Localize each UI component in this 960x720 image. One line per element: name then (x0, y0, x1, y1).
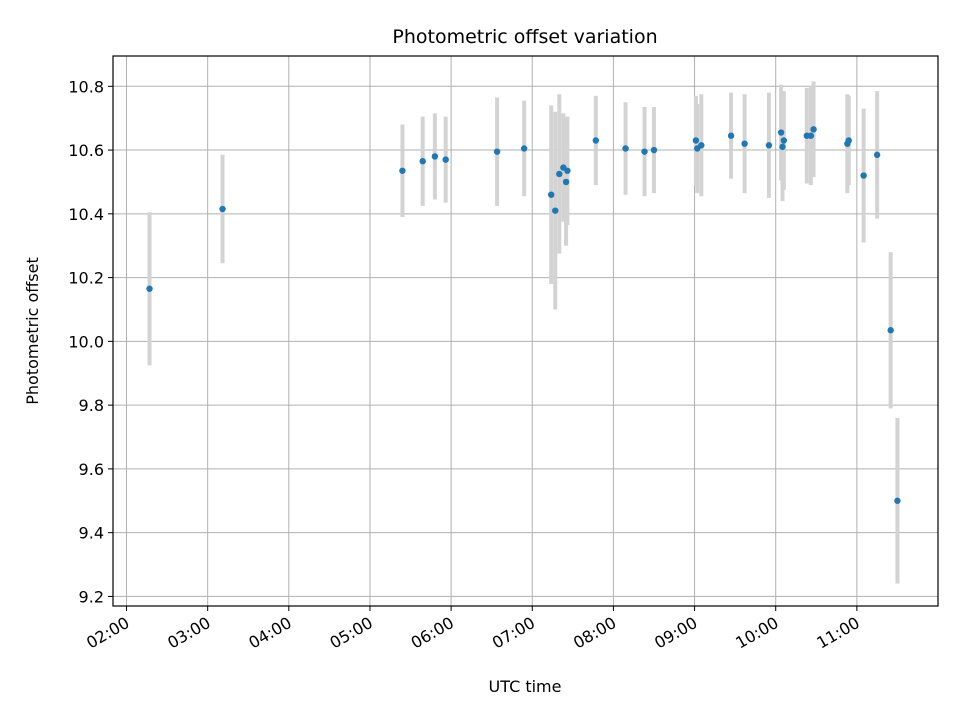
data-point (562, 178, 570, 186)
data-point (431, 153, 439, 160)
data-point (547, 191, 555, 198)
data-point (777, 129, 785, 136)
data-point (641, 148, 648, 155)
data-point (698, 142, 705, 149)
data-point (520, 145, 528, 152)
data-points (146, 126, 901, 504)
y-tick-label: 10.4 (68, 205, 104, 224)
y-axis-label: Photometric offset (23, 257, 42, 405)
y-tick-label: 9.8 (79, 396, 104, 415)
data-point (873, 151, 881, 159)
data-point (727, 132, 735, 139)
data-point (887, 327, 894, 334)
data-point (493, 148, 501, 155)
chart-title: Photometric offset variation (392, 26, 657, 48)
data-point (592, 137, 600, 144)
data-point (556, 170, 563, 178)
data-point (765, 142, 773, 149)
data-point (894, 497, 901, 504)
plot-frame (112, 55, 939, 607)
data-point (779, 143, 786, 151)
data-point (419, 158, 426, 165)
y-tick-label: 10.6 (68, 141, 104, 160)
y-tick-label: 9.4 (79, 524, 104, 543)
data-point (564, 167, 571, 174)
data-point (780, 137, 788, 144)
y-tick-label: 9.6 (79, 460, 104, 479)
data-point (741, 140, 748, 147)
y-tick-label: 10.2 (68, 269, 104, 288)
data-point (219, 205, 226, 213)
data-point (650, 146, 658, 154)
data-point (845, 137, 852, 144)
data-point (810, 126, 817, 133)
data-point (442, 156, 449, 163)
x-axis-label: UTC time (489, 677, 562, 696)
y-axis-ticks: 9.2 9.4 9.6 9.8 10.0 10.2 10.4 10.6 10.8 (68, 77, 113, 606)
y-tick-label: 10.0 (68, 332, 104, 351)
y-tick-label: 10.8 (68, 77, 104, 96)
data-point (860, 172, 867, 179)
data-point (622, 145, 629, 152)
data-point (807, 132, 815, 139)
data-point (552, 207, 559, 214)
y-tick-label: 9.2 (79, 587, 104, 606)
data-point (399, 167, 406, 174)
data-point (146, 285, 153, 292)
data-point (692, 137, 700, 144)
